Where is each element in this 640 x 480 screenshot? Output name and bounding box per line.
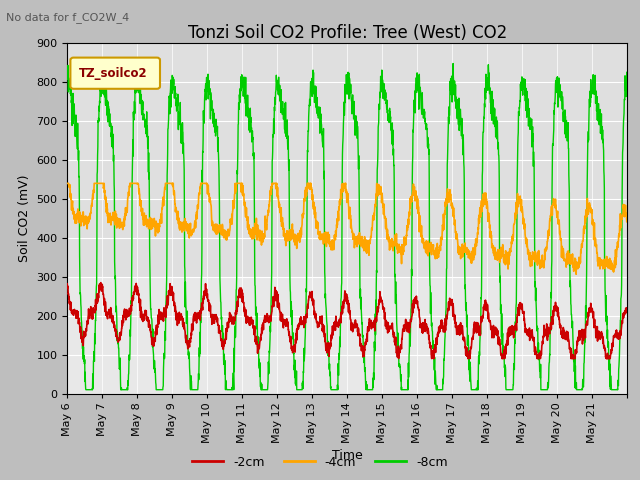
-2cm bbox=[395, 356, 403, 361]
Legend: -2cm, -4cm, -8cm: -2cm, -4cm, -8cm bbox=[187, 451, 453, 474]
Text: TZ_soilco2: TZ_soilco2 bbox=[79, 67, 147, 80]
-8cm bbox=[63, 66, 71, 72]
-8cm bbox=[381, 93, 389, 99]
Y-axis label: Soil CO2 (mV): Soil CO2 (mV) bbox=[18, 175, 31, 262]
-4cm bbox=[547, 204, 555, 210]
-4cm bbox=[381, 215, 388, 221]
-2cm bbox=[120, 320, 127, 325]
-8cm bbox=[449, 60, 457, 66]
-2cm bbox=[241, 309, 248, 314]
-8cm bbox=[516, 98, 524, 104]
-4cm bbox=[119, 225, 127, 231]
-4cm bbox=[623, 212, 631, 218]
Line: -8cm: -8cm bbox=[67, 63, 627, 390]
Bar bbox=[67, 43, 627, 277]
-8cm bbox=[616, 343, 623, 348]
-4cm bbox=[572, 271, 580, 277]
-8cm bbox=[623, 80, 631, 86]
-4cm bbox=[616, 233, 623, 239]
-2cm bbox=[516, 303, 524, 309]
-2cm bbox=[616, 336, 623, 342]
-2cm bbox=[97, 280, 104, 286]
-4cm bbox=[516, 200, 524, 206]
-8cm bbox=[241, 79, 248, 84]
-8cm bbox=[82, 387, 90, 393]
-2cm bbox=[623, 307, 631, 313]
X-axis label: Time: Time bbox=[332, 449, 363, 462]
Title: Tonzi Soil CO2 Profile: Tree (West) CO2: Tonzi Soil CO2 Profile: Tree (West) CO2 bbox=[188, 24, 507, 42]
-2cm bbox=[381, 313, 389, 319]
-2cm bbox=[63, 281, 71, 287]
Text: No data for f_CO2W_4: No data for f_CO2W_4 bbox=[6, 12, 130, 23]
-8cm bbox=[548, 258, 556, 264]
-4cm bbox=[240, 195, 248, 201]
Line: -2cm: -2cm bbox=[67, 283, 627, 359]
-4cm bbox=[63, 180, 71, 186]
-8cm bbox=[120, 387, 127, 393]
-2cm bbox=[548, 318, 556, 324]
Line: -4cm: -4cm bbox=[67, 183, 627, 274]
